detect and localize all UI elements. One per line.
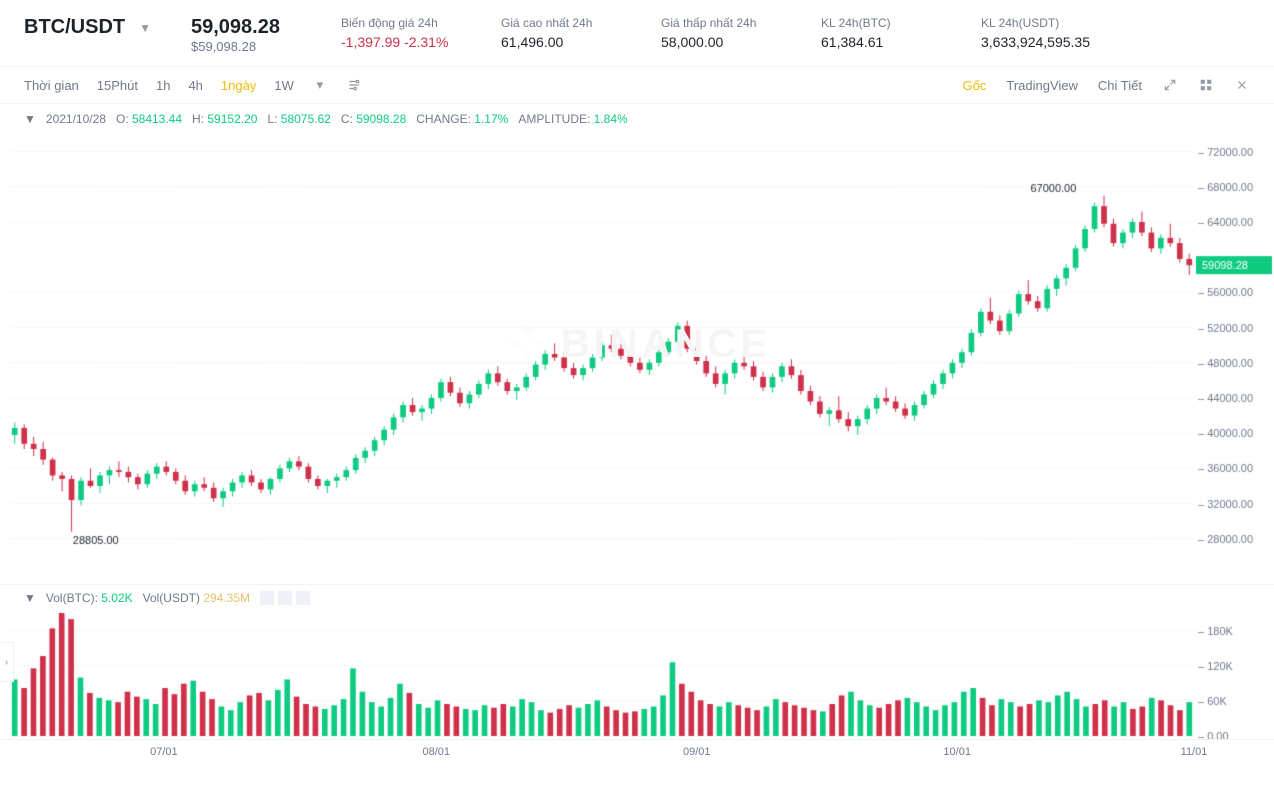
xaxis-label: 11/01: [1181, 746, 1208, 758]
xaxis-label: 08/01: [422, 746, 450, 758]
view-detail[interactable]: Chi Tiết: [1098, 78, 1142, 93]
collapse-icon[interactable]: ▼: [24, 591, 36, 605]
toolbar: Thời gian 15Phút 1h 4h 1ngày 1W ▾ Gốc Tr…: [0, 67, 1274, 104]
time-label: Thời gian: [24, 78, 79, 93]
header: BTC/USDT ▼ 59,098.28 $59,098.28 Biến độn…: [0, 0, 1274, 67]
chevron-down-icon: ▼: [139, 21, 151, 35]
stat-volbase: KL 24h(BTC) 61,384.61: [821, 16, 941, 50]
xaxis-label: 07/01: [150, 746, 178, 758]
volume-readout: ▼ Vol(BTC): 5.02K Vol(USDT) 294.35M: [24, 591, 310, 605]
stat-change24h: Biến động giá 24h -1,397.99 -2.31%: [341, 16, 461, 50]
interval-1w[interactable]: 1W: [274, 78, 294, 93]
expand-handle[interactable]: ›: [0, 642, 14, 682]
stat-low24h: Giá thấp nhất 24h 58,000.00: [661, 16, 781, 50]
interval-15m[interactable]: 15Phút: [97, 78, 138, 93]
volume-chart[interactable]: › ▼ Vol(BTC): 5.02K Vol(USDT) 294.35M: [0, 584, 1274, 739]
grid-icon[interactable]: [1198, 77, 1214, 93]
view-bar: Gốc TradingView Chi Tiết: [963, 77, 1250, 93]
interval-1d[interactable]: 1ngày: [221, 78, 256, 93]
x-axis: 07/01 08/01 09/01 10/01 11/01: [0, 739, 1274, 767]
price-chart[interactable]: ▼ 2021/10/28 O: 58413.44 H: 59152.20 L: …: [0, 104, 1274, 584]
ohlc-readout: ▼ 2021/10/28 O: 58413.44 H: 59152.20 L: …: [24, 112, 628, 126]
fullscreen-icon[interactable]: [1162, 77, 1178, 93]
volume-settings[interactable]: [260, 591, 310, 605]
xaxis-label: 09/01: [683, 746, 711, 758]
price-canvas: [0, 104, 1274, 584]
interval-bar: Thời gian 15Phút 1h 4h 1ngày 1W ▾: [24, 77, 362, 93]
view-original[interactable]: Gốc: [963, 78, 987, 93]
chevron-down-icon[interactable]: ▾: [312, 77, 328, 93]
stat-volquote: KL 24h(USDT) 3,633,924,595.35: [981, 16, 1101, 50]
last-price: 59,098.28 $59,098.28: [191, 16, 301, 54]
pair-selector[interactable]: BTC/USDT ▼: [24, 16, 151, 39]
pair-symbol: BTC/USDT: [24, 16, 125, 39]
volume-canvas: [0, 585, 1274, 740]
close-icon[interactable]: [1234, 77, 1250, 93]
price-value: 59,098.28: [191, 16, 301, 39]
price-usd: $59,098.28: [191, 39, 301, 54]
interval-1h[interactable]: 1h: [156, 78, 170, 93]
view-tradingview[interactable]: TradingView: [1006, 78, 1078, 93]
stat-high24h: Giá cao nhất 24h 61,496.00: [501, 16, 621, 50]
interval-4h[interactable]: 4h: [188, 78, 202, 93]
xaxis-label: 10/01: [943, 746, 971, 758]
collapse-icon[interactable]: ▼: [24, 112, 36, 126]
indicator-settings-icon[interactable]: [346, 77, 362, 93]
